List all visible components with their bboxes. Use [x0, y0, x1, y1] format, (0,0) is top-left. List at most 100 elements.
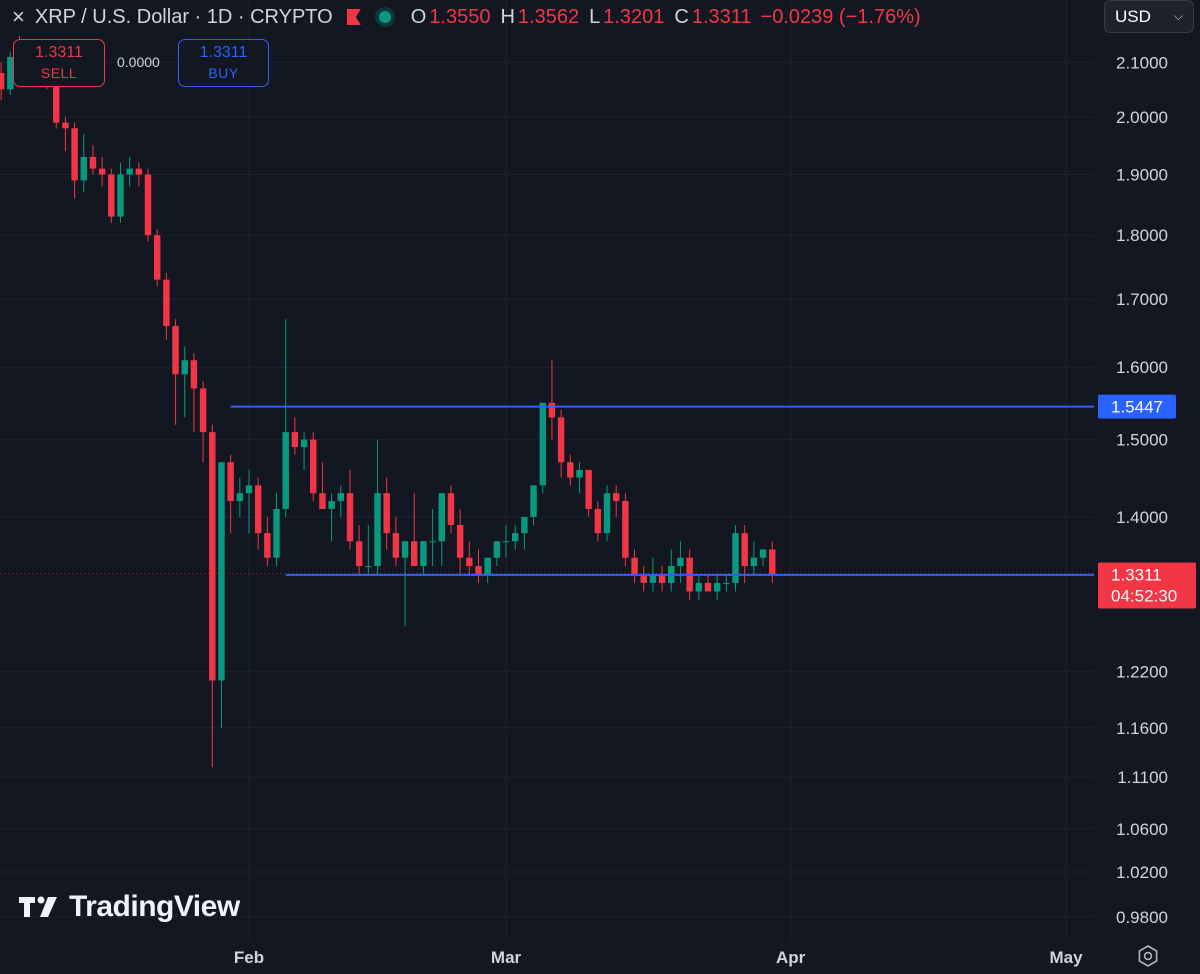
candle: [438, 493, 445, 567]
candle: [567, 454, 574, 486]
candle-body: [163, 279, 170, 326]
symbol-title[interactable]: XRP / U.S. Dollar · 1D · CRYPTO: [34, 5, 333, 28]
spread-value: 0.0000: [117, 54, 160, 70]
candle: [512, 524, 519, 550]
candle-body: [411, 541, 418, 567]
chevron-down-icon: ⌵: [1173, 9, 1183, 23]
candle-body: [447, 493, 455, 525]
candle: [713, 574, 721, 601]
candle-body: [245, 485, 253, 494]
candle-body: [264, 533, 271, 558]
low-label: L: [589, 5, 601, 28]
candle-body: [383, 493, 390, 534]
y-axis-tick-label: 1.8000: [1116, 226, 1168, 245]
candle-body: [126, 168, 133, 175]
candle-body: [466, 557, 473, 567]
candle-body: [401, 541, 409, 558]
close-label: C: [674, 5, 689, 28]
sell-price: 1.3311: [35, 44, 83, 61]
candle: [603, 485, 611, 542]
candle: [337, 485, 345, 517]
candle: [254, 477, 262, 550]
candle: [319, 462, 326, 509]
candle-body: [209, 432, 216, 681]
candle: [759, 549, 767, 567]
candle: [447, 485, 455, 534]
low-value: 1.3201: [603, 5, 665, 28]
candle-body: [337, 493, 345, 502]
candle-body: [456, 524, 464, 558]
candle: [704, 574, 712, 592]
candle-body: [98, 168, 106, 175]
candle: [71, 122, 78, 199]
flag-icon[interactable]: [346, 9, 361, 25]
y-axis-tick-label: 1.0600: [1116, 820, 1168, 839]
candle-body: [62, 122, 69, 129]
candle-body: [236, 493, 244, 502]
level-tag-label: 1.5447: [1111, 398, 1163, 417]
candle: [117, 162, 124, 223]
candle-body: [594, 508, 602, 534]
y-axis-tick-label: 1.1100: [1117, 768, 1168, 787]
candle: [521, 516, 528, 550]
candle-body: [282, 432, 289, 509]
currency-select[interactable]: USD ⌵: [1104, 0, 1194, 33]
candle-body: [199, 388, 207, 433]
y-axis-tick-label: 1.1600: [1116, 719, 1168, 738]
sell-label: SELL: [40, 65, 78, 81]
candle: [631, 549, 638, 583]
settings-icon[interactable]: [1136, 944, 1160, 968]
tradingview-logo[interactable]: TradingView: [17, 890, 240, 924]
candle: [677, 541, 684, 583]
candle: [493, 541, 501, 567]
candle-body: [0, 73, 5, 90]
candle: [466, 541, 473, 575]
candle-body: [319, 493, 326, 509]
candle: [328, 493, 335, 542]
x-axis-tick-label: Apr: [776, 948, 806, 967]
candle-body: [512, 533, 519, 542]
currency-label: USD: [1115, 6, 1151, 26]
candle-body: [429, 541, 436, 543]
high-label: H: [500, 5, 515, 28]
candle-body: [493, 541, 501, 558]
candle: [594, 501, 602, 542]
candle: [769, 541, 776, 583]
candle: [502, 524, 510, 558]
candle-body: [80, 156, 87, 181]
buy-price: 1.3311: [199, 44, 248, 61]
buy-button[interactable]: 1.3311 BUY: [178, 39, 269, 87]
last-price-label: 1.3311: [1111, 566, 1162, 585]
change-value: −0.0239 (−1.76%): [760, 5, 921, 28]
candle-body: [603, 493, 611, 534]
candle-body: [612, 493, 620, 502]
sell-button[interactable]: 1.3311 SELL: [13, 39, 105, 87]
candle: [576, 462, 583, 494]
candle: [7, 51, 14, 95]
candle: [181, 346, 188, 418]
candle: [429, 508, 436, 567]
candle-body: [365, 566, 372, 568]
candle: [89, 145, 97, 175]
candle-body: [420, 541, 427, 567]
candle-body: [328, 501, 335, 509]
candle-body: [723, 582, 730, 584]
candle: [282, 319, 289, 517]
candle-body: [585, 469, 592, 509]
candle: [190, 353, 198, 433]
y-axis-tick-label: 1.4000: [1116, 508, 1168, 527]
high-value: 1.3562: [517, 5, 580, 28]
candle: [732, 524, 739, 592]
candle: [612, 485, 620, 517]
candle: [199, 381, 207, 463]
candle: [640, 566, 647, 592]
candle: [346, 469, 354, 550]
candle: [392, 516, 400, 567]
close-icon[interactable]: ×: [12, 4, 25, 29]
candle-body: [89, 156, 97, 169]
candle-body: [7, 56, 14, 90]
chart-header: × XRP / U.S. Dollar · 1D · CRYPTO O 1.355…: [12, 4, 927, 30]
candle-body: [484, 557, 491, 575]
level-price-tag: 1.5447: [1098, 394, 1176, 419]
